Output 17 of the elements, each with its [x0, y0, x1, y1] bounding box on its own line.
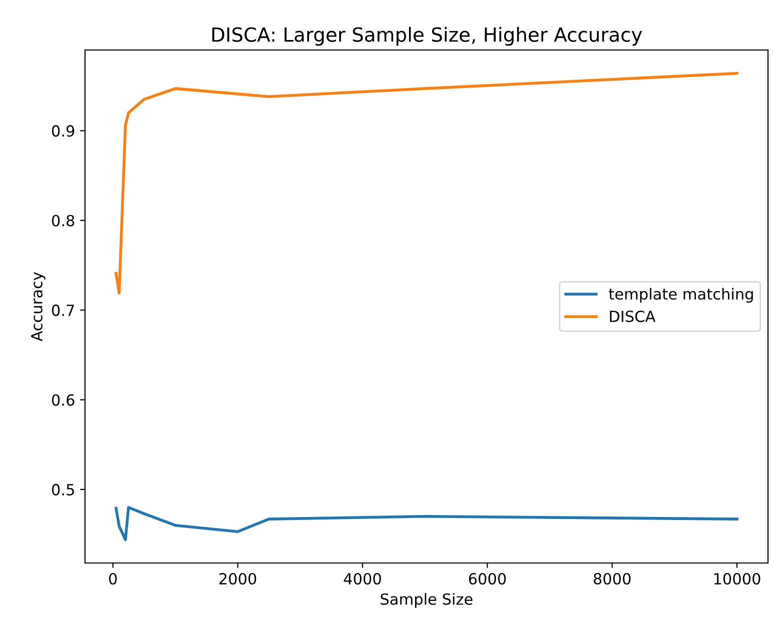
chart-title: DISCA: Larger Sample Size, Higher Accuracy [212, 26, 642, 46]
y-tick-label: 0.7 [52, 304, 74, 316]
legend-label: DISCA [610, 310, 656, 322]
x-tick-label: 10000 [714, 572, 760, 585]
y-tick-label: 0.9 [52, 125, 74, 137]
x-tick-label: 6000 [468, 572, 506, 585]
y-axis-title: Accuracy [31, 272, 46, 342]
x-tick-label: 0 [109, 572, 117, 585]
x-axis-title: Sample Size [380, 593, 472, 608]
x-tick-label: 2000 [219, 572, 256, 585]
x-tick-label: 8000 [594, 572, 631, 585]
legend-label: template matching [608, 288, 753, 303]
y-tick-label: 0.8 [52, 214, 74, 226]
x-tick-label: 4000 [344, 572, 381, 585]
line-series [114, 506, 738, 542]
y-tick-label: 0.5 [52, 484, 74, 496]
y-tick-label: 0.6 [52, 394, 74, 406]
